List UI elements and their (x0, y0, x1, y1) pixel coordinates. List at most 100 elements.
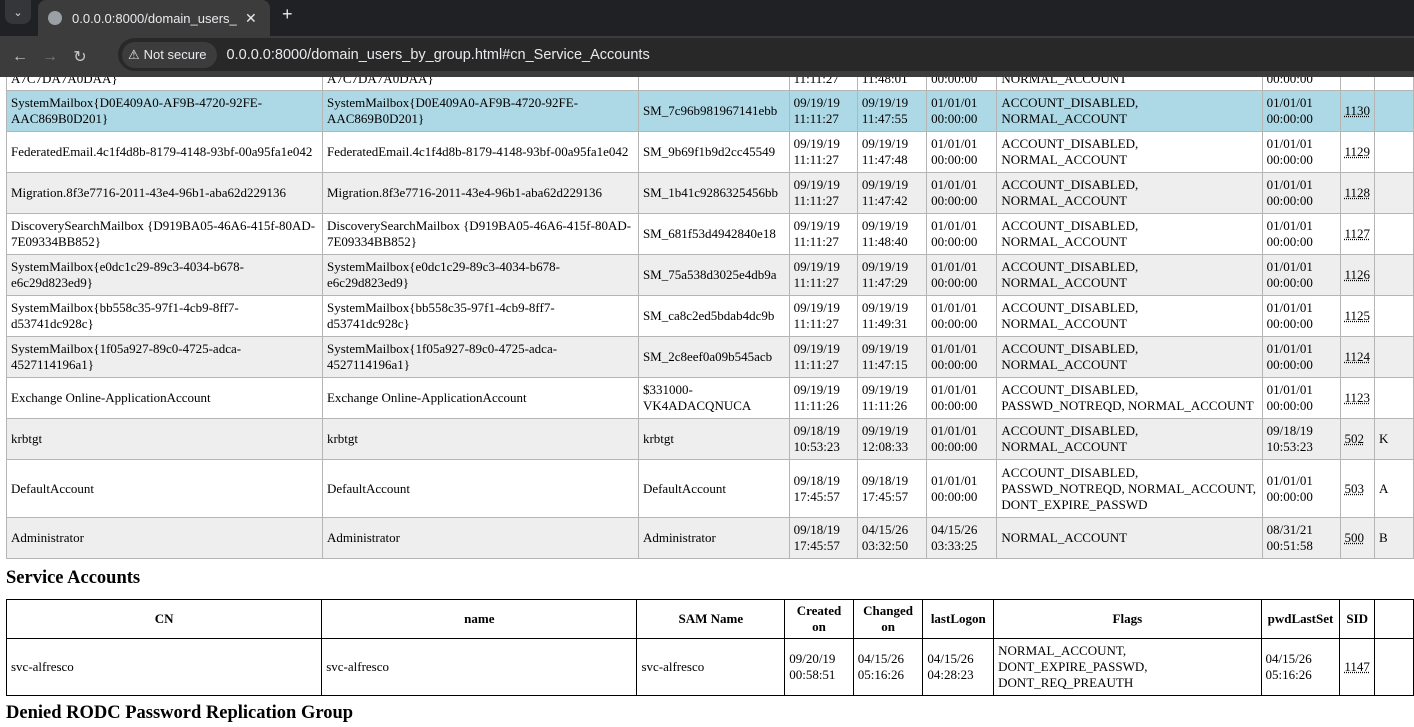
cell-name: Migration.8f3e7716-2011-43e4-96b1-aba62d… (321, 172, 639, 214)
cell-changed-on: 09/19/19 12:08:33 (856, 418, 928, 460)
globe-icon (48, 11, 62, 25)
sid-link[interactable]: 1126 (1344, 267, 1371, 282)
new-tab-button[interactable]: + (282, 4, 293, 24)
cell-description (1374, 336, 1414, 378)
sid-link[interactable]: 1129 (1344, 144, 1371, 159)
cell-flags: ACCOUNT_DISABLED, PASSWD_NOTREQD, NORMAL… (996, 377, 1263, 419)
reload-icon[interactable]: ↻ (73, 48, 87, 66)
cell-changed-on: 04/15/26 03:32:50 (856, 517, 928, 559)
cell-pwd-last-set: 01/01/01 00:00:00 (1261, 295, 1341, 337)
sid-link[interactable]: 1127 (1344, 226, 1371, 241)
cell-pwd-last-set: 01/01/01 00:00:00 (1261, 459, 1341, 518)
cell-sid: 502 (1339, 418, 1376, 460)
security-label: Not secure (143, 47, 207, 62)
cell-pwd-last-set: 01/01/01 00:00:00 (1261, 377, 1341, 419)
service-accounts-table-wrap: CN name SAM Name Created on Changed on lastLo… (5, 599, 1414, 696)
cell-name: Administrator (321, 517, 639, 559)
section-heading-service-accounts: Service Accounts (6, 568, 141, 588)
cell-sid: 1128 (1339, 172, 1376, 214)
cell-last-logon: 01/01/01 00:00:00 (926, 213, 998, 255)
cell-cn: Exchange Online-ApplicationAccount (6, 377, 323, 419)
table-row: Exchange Online-ApplicationAccount Exchan… (6, 377, 1414, 419)
cell-flags: NORMAL_ACCOUNT (996, 517, 1263, 559)
cell-description (1374, 90, 1414, 132)
cell-changed-on: 09/19/19 11:48:40 (856, 213, 928, 255)
cell-cn: krbtgt (6, 418, 323, 460)
cell-sid: 500 (1339, 517, 1376, 559)
cell-sam-name: SM_9b69f1b9d2cc45549 (637, 131, 790, 173)
browser-tab[interactable]: 0.0.0.0:8000/domain_users_by_group.html … (38, 0, 270, 36)
cell-last-logon: 04/15/26 04:28:23 (922, 638, 995, 696)
section-heading-denied-rodc: Denied RODC Password Replication Group (6, 703, 354, 723)
cell-description (1374, 131, 1414, 173)
security-chip[interactable]: ⚠ Not secure (122, 41, 217, 68)
cell-name: DefaultAccount (321, 459, 639, 518)
cell-sam-name: krbtgt (637, 418, 790, 460)
cell-sam-name: svc-alfresco (636, 638, 786, 696)
cell-description (1374, 254, 1414, 296)
cell-last-logon: 01/01/01 00:00:00 (926, 90, 998, 132)
browser-chrome: ⌄ 0.0.0.0:8000/domain_users_by_group.htm… (0, 0, 1414, 77)
sid-link[interactable]: 503 (1344, 480, 1365, 496)
close-icon[interactable]: ✕ (245, 9, 257, 26)
tab-search-button[interactable]: ⌄ (5, 0, 31, 24)
sid-link[interactable]: 1130 (1344, 103, 1371, 118)
cell-sid: 1126 (1339, 254, 1376, 296)
service-accounts-table: CN name SAM Name Created on Changed on lastLo… (5, 599, 1414, 696)
cell-created-on: 09/18/19 17:45:57 (788, 517, 858, 559)
address-bar[interactable]: ⚠ Not secure 0.0.0.0:8000/domain_users_b… (118, 38, 1414, 71)
cell-flags: ACCOUNT_DISABLED, PASSWD_NOTREQD, NORMAL… (996, 459, 1263, 518)
cell-sid: 1123 (1339, 377, 1376, 419)
cell-sam-name: SM_75a538d3025e4db9a (637, 254, 790, 296)
cell-flags: ACCOUNT_DISABLED, NORMAL_ACCOUNT (996, 131, 1263, 173)
cell-cn: Migration.8f3e7716-2011-43e4-96b1-aba62d… (6, 172, 323, 214)
cell-created-on: 09/19/19 11:11:26 (788, 377, 858, 419)
sid-link[interactable]: 1125 (1344, 308, 1371, 323)
cell-last-logon: 01/01/01 00:00:00 (926, 336, 998, 378)
cell-sam-name: SM_2c8eef0a09b545acb (637, 336, 790, 378)
cell-description (1374, 295, 1414, 337)
cell-name: SystemMailbox{bb558c35-97f1-4cb9-8ff7-d5… (321, 295, 639, 337)
cell-name: SystemMailbox{1f05a927-89c0-4725-adca-45… (321, 336, 639, 378)
cell-description (1373, 638, 1414, 696)
nav-bar: ← → ↻ ⚠ Not secure 0.0.0.0:8000/domain_u… (0, 36, 1414, 77)
cell-name: DiscoverySearchMailbox {D919BA05-46A6-41… (321, 213, 639, 255)
sid-link[interactable]: 1123 (1344, 390, 1371, 405)
sid-link[interactable]: 1147 (1344, 659, 1370, 674)
tab-bar: ⌄ 0.0.0.0:8000/domain_users_by_group.htm… (0, 0, 1414, 36)
group-members-table: A7C7DA7A0DAA} A7C7DA7A0DAA} 11:11:27 11:48:… (6, 49, 1414, 559)
cell-created-on: 09/19/19 11:11:27 (788, 213, 858, 255)
sid-link[interactable]: 502 (1344, 431, 1365, 446)
cell-pwd-last-set: 04/15/26 05:16:26 (1260, 638, 1341, 696)
cell-changed-on: 09/19/19 11:47:42 (856, 172, 928, 214)
cell-flags: ACCOUNT_DISABLED, NORMAL_ACCOUNT (996, 418, 1263, 460)
table-row: Migration.8f3e7716-2011-43e4-96b1-aba62d… (6, 172, 1414, 214)
table-row: SystemMailbox{bb558c35-97f1-4cb9-8ff7-d5… (6, 295, 1414, 337)
cell-cn: DiscoverySearchMailbox {D919BA05-46A6-41… (6, 213, 323, 255)
cell-changed-on: 09/19/19 11:47:15 (856, 336, 928, 378)
cell-name: SystemMailbox{e0dc1c29-89c3-4034-b678-e6… (321, 254, 639, 296)
cell-description (1374, 172, 1414, 214)
cell-last-logon: 01/01/01 00:00:00 (926, 459, 998, 518)
cell-flags: ACCOUNT_DISABLED, NORMAL_ACCOUNT (996, 254, 1263, 296)
column-header-last-logon: lastLogon (922, 599, 995, 639)
cell-description (1374, 213, 1414, 255)
sid-link[interactable]: 500 (1344, 530, 1365, 545)
group-table-wrap: A7C7DA7A0DAA} A7C7DA7A0DAA} 11:11:27 11:48:… (6, 49, 1414, 559)
cell-cn: SystemMailbox{bb558c35-97f1-4cb9-8ff7-d5… (6, 295, 323, 337)
cell-flags: ACCOUNT_DISABLED, NORMAL_ACCOUNT (996, 336, 1263, 378)
column-header-sam-name: SAM Name (636, 599, 786, 639)
cell-sid: 1127 (1339, 213, 1376, 255)
url-text[interactable]: 0.0.0.0:8000/domain_users_by_group.html#… (226, 46, 650, 63)
cell-cn: DefaultAccount (6, 459, 323, 518)
cell-cn: svc-alfresco (5, 638, 323, 696)
cell-sam-name: Administrator (637, 517, 790, 559)
sid-link[interactable]: 1124 (1344, 349, 1371, 364)
cell-created-on: 09/19/19 11:11:27 (788, 254, 858, 296)
sid-link[interactable]: 1128 (1344, 185, 1371, 200)
cell-sid: 1130 (1339, 90, 1376, 132)
back-icon[interactable]: ← (12, 47, 28, 65)
cell-flags: ACCOUNT_DISABLED, NORMAL_ACCOUNT (996, 90, 1263, 132)
forward-icon[interactable]: → (42, 47, 58, 65)
column-header-pwd-last-set: pwdLastSet (1260, 599, 1341, 639)
